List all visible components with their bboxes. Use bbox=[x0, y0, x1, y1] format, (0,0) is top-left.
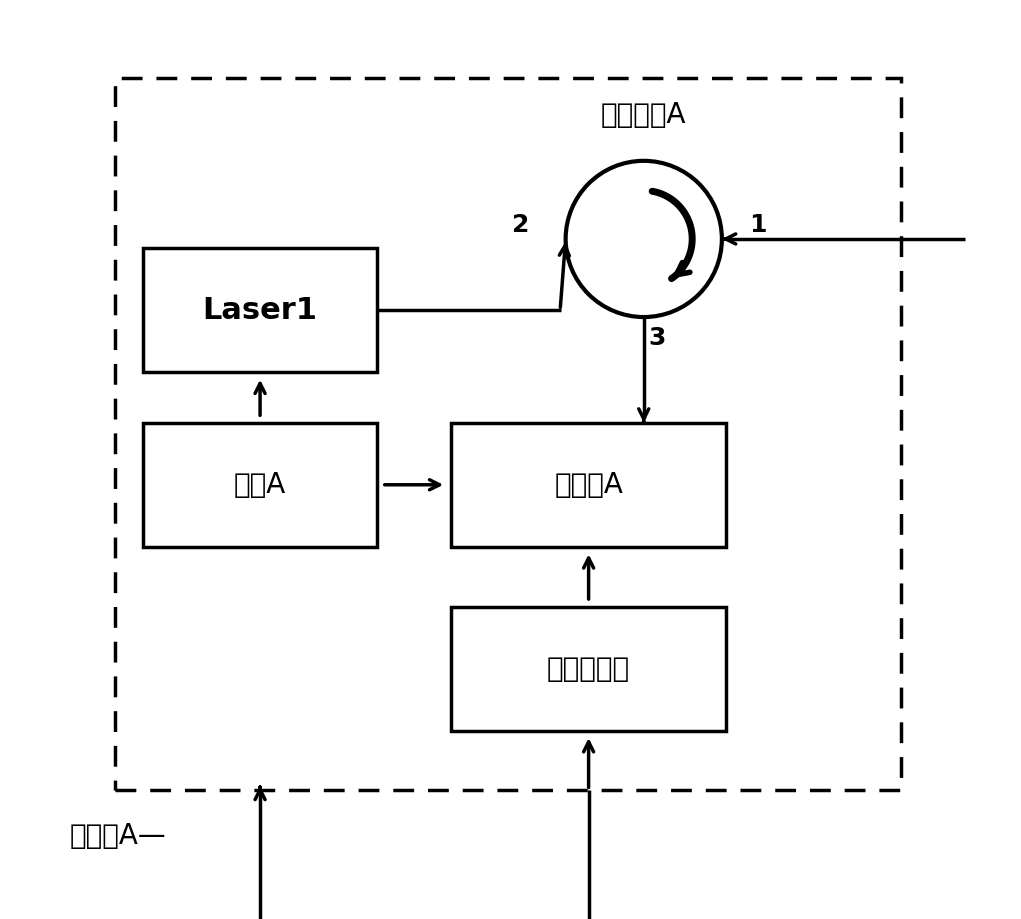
Text: 1: 1 bbox=[749, 213, 767, 237]
Bar bbox=[450, 607, 727, 731]
Bar bbox=[143, 248, 377, 372]
Text: 时钟A: 时钟A bbox=[234, 471, 286, 499]
Text: 光环形器A: 光环形器A bbox=[601, 101, 686, 129]
Text: 同步方A—: 同步方A— bbox=[69, 823, 166, 850]
Text: Laser1: Laser1 bbox=[202, 296, 318, 324]
Text: 3: 3 bbox=[648, 326, 666, 350]
Text: 水平偏振片: 水平偏振片 bbox=[547, 654, 630, 683]
Bar bbox=[143, 423, 377, 547]
Bar bbox=[450, 423, 727, 547]
Text: 探测器A: 探测器A bbox=[554, 471, 623, 499]
Text: 2: 2 bbox=[512, 213, 529, 237]
Bar bbox=[115, 78, 902, 790]
